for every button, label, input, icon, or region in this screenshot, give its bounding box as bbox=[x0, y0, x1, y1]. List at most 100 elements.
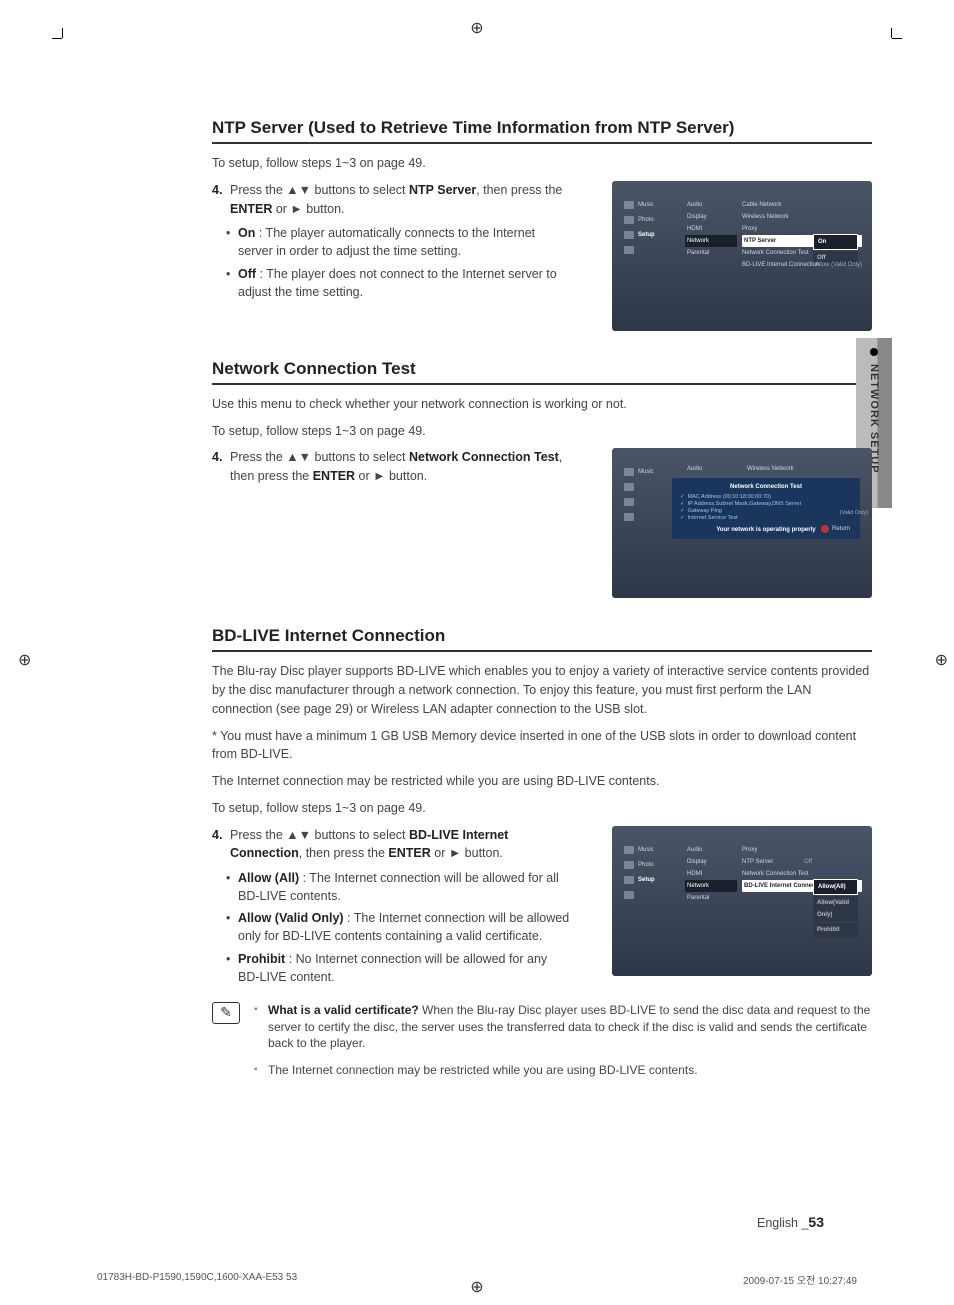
ss-value: Allow (Valid Only) bbox=[815, 259, 862, 271]
music-icon bbox=[624, 201, 634, 209]
note-box: ✎ What is a valid certificate? When the … bbox=[212, 1002, 872, 1089]
note-item: What is a valid certificate? When the Bl… bbox=[254, 1002, 872, 1052]
screenshot-network-test: Music Audio Wireless Network Network Con… bbox=[612, 448, 872, 598]
ss-side-item bbox=[624, 496, 674, 508]
ss-option-selected: Allow(All) bbox=[813, 879, 858, 895]
ss-label: BD-LIVE Internet Connection bbox=[742, 262, 819, 268]
ss-option: Prohibit bbox=[813, 923, 858, 937]
ss-side-value: (Valid Only) bbox=[840, 510, 868, 516]
ss-mid-top: Audio bbox=[687, 466, 702, 472]
ss-value: Off bbox=[804, 856, 812, 868]
step-text: buttons to select bbox=[311, 450, 409, 464]
bullet-label: Allow (Valid Only) bbox=[238, 911, 344, 925]
blank-icon bbox=[624, 891, 634, 899]
ss-mid-item: HDMI bbox=[687, 868, 737, 880]
ss-side-item: Music bbox=[624, 199, 674, 211]
ss-mid-item: Display bbox=[687, 211, 737, 223]
ss-modal-line: Internet Service Test bbox=[680, 515, 852, 521]
up-down-arrows-icon: ▲▼ bbox=[286, 183, 311, 197]
ss-mid-item: Display bbox=[687, 856, 737, 868]
ss-right-item-selected: NTP Server On Off bbox=[742, 235, 862, 247]
step-block: 4. Press the ▲▼ buttons to select BD-LIV… bbox=[212, 826, 572, 990]
ss-modal-line: Gateway Ping bbox=[680, 508, 852, 514]
step-text: Press the bbox=[230, 183, 286, 197]
page-label: English _ bbox=[757, 1216, 808, 1230]
ss-label: Setup bbox=[638, 877, 655, 883]
step-text: , then press the bbox=[476, 183, 562, 197]
bullet-prohibit: Prohibit : No Internet connection will b… bbox=[212, 950, 572, 986]
step-target: NTP Server bbox=[409, 183, 476, 197]
ss-side-item: Setup bbox=[624, 874, 674, 886]
ss-right-top: Wireless Network bbox=[747, 466, 794, 472]
photo-icon bbox=[624, 216, 634, 224]
section-ntp-server: NTP Server (Used to Retrieve Time Inform… bbox=[212, 118, 872, 331]
step-text: Press the bbox=[230, 828, 286, 842]
ss-rightcol: Cable Network Wireless Network Proxy NTP… bbox=[742, 199, 862, 271]
enter-label: ENTER bbox=[313, 469, 355, 483]
note-icon: ✎ bbox=[212, 1002, 240, 1024]
crop-mark-left-icon: ⊕ bbox=[18, 650, 31, 670]
ss-modal-line: IP Address,Subnet Mask,Gateway,DNS Serve… bbox=[680, 501, 852, 507]
step-text: Press the bbox=[230, 450, 286, 464]
ss-label: NTP Server bbox=[744, 238, 776, 244]
ss-right-item: BD-LIVE Internet Connection Allow (Valid… bbox=[742, 259, 862, 271]
page-content: NETWORK SETUP NTP Server (Used to Retrie… bbox=[62, 38, 892, 1275]
step-number: 4. bbox=[212, 448, 222, 467]
step-number: 4. bbox=[212, 181, 222, 200]
gear-icon bbox=[624, 876, 634, 884]
ss-right-item: NTP Server Off bbox=[742, 856, 862, 868]
ss-mid-item: Audio bbox=[687, 199, 737, 211]
crop-mark-right-icon: ⊕ bbox=[935, 650, 948, 670]
ss-side-item bbox=[624, 481, 674, 493]
ss-sidebar: Music Photo Setup bbox=[624, 844, 674, 904]
ss-right-item-selected: BD-LIVE Internet Connection Allow(All) A… bbox=[742, 880, 862, 892]
ss-side-item: Music bbox=[624, 844, 674, 856]
step-text: buttons to select bbox=[311, 183, 409, 197]
ss-label: NTP Server bbox=[742, 859, 773, 865]
step-text: buttons to select bbox=[311, 828, 409, 842]
step-target: Network Connection Test bbox=[409, 450, 559, 464]
ss-modal: Network Connection Test MAC Address (00:… bbox=[672, 478, 860, 539]
ss-modal-title: Network Connection Test bbox=[680, 484, 852, 490]
step-text: , then press the bbox=[299, 846, 389, 860]
ss-label: Photo bbox=[638, 862, 654, 868]
blank-icon bbox=[624, 513, 634, 521]
ss-modal-line: MAC Address (00:10:18:00:00:70) bbox=[680, 494, 852, 500]
note-label: What is a valid certificate? bbox=[268, 1003, 419, 1017]
section-network-test: Network Connection Test Use this menu to… bbox=[212, 359, 872, 599]
step-text: or ► button. bbox=[355, 469, 427, 483]
step-block: 4. Press the ▲▼ buttons to select NTP Se… bbox=[212, 181, 572, 305]
step-4: 4. Press the ▲▼ buttons to select BD-LIV… bbox=[212, 826, 572, 864]
bullet-text: : The player does not connect to the Int… bbox=[238, 267, 557, 299]
bullet-on: On : The player automatically connects t… bbox=[212, 224, 572, 260]
ss-mid-item: Parental bbox=[687, 247, 737, 259]
ss-mid-item: HDMI bbox=[687, 223, 737, 235]
ss-right-item: Wireless Network bbox=[742, 211, 862, 223]
paragraph: To setup, follow steps 1~3 on page 49. bbox=[212, 799, 872, 818]
step-4: 4. Press the ▲▼ buttons to select NTP Se… bbox=[212, 181, 572, 219]
crop-corner bbox=[62, 28, 63, 38]
ss-options: Allow(All) Allow(Valid Only) Prohibit bbox=[813, 879, 858, 938]
ss-side-item bbox=[624, 889, 674, 901]
step-block: 4. Press the ▲▼ buttons to select Networ… bbox=[212, 448, 572, 492]
bullet-allow-valid: Allow (Valid Only) : The Internet connec… bbox=[212, 909, 572, 945]
bullet-label: Prohibit bbox=[238, 952, 285, 966]
ss-side-item: Music bbox=[624, 466, 674, 478]
bullet-label: Allow (All) bbox=[238, 871, 299, 885]
bullet-label: Off bbox=[238, 267, 256, 281]
section-title: Network Connection Test bbox=[212, 359, 872, 385]
ss-side-item: Setup bbox=[624, 229, 674, 241]
side-tab-dot-icon bbox=[870, 348, 878, 356]
step-number: 4. bbox=[212, 826, 222, 845]
gear-icon bbox=[624, 231, 634, 239]
ss-label: Setup bbox=[638, 232, 655, 238]
crop-corner bbox=[52, 38, 62, 39]
paragraph: The Blu-ray Disc player supports BD-LIVE… bbox=[212, 662, 872, 718]
photo-icon bbox=[624, 483, 634, 491]
music-icon bbox=[624, 468, 634, 476]
ss-side-item bbox=[624, 244, 674, 256]
bullet-allow-all: Allow (All) : The Internet connection wi… bbox=[212, 869, 572, 905]
ss-right-item: Proxy bbox=[742, 844, 862, 856]
enter-label: ENTER bbox=[388, 846, 430, 860]
screenshot-ntp: Music Photo Setup Audio Display HDMI Net… bbox=[612, 181, 872, 331]
